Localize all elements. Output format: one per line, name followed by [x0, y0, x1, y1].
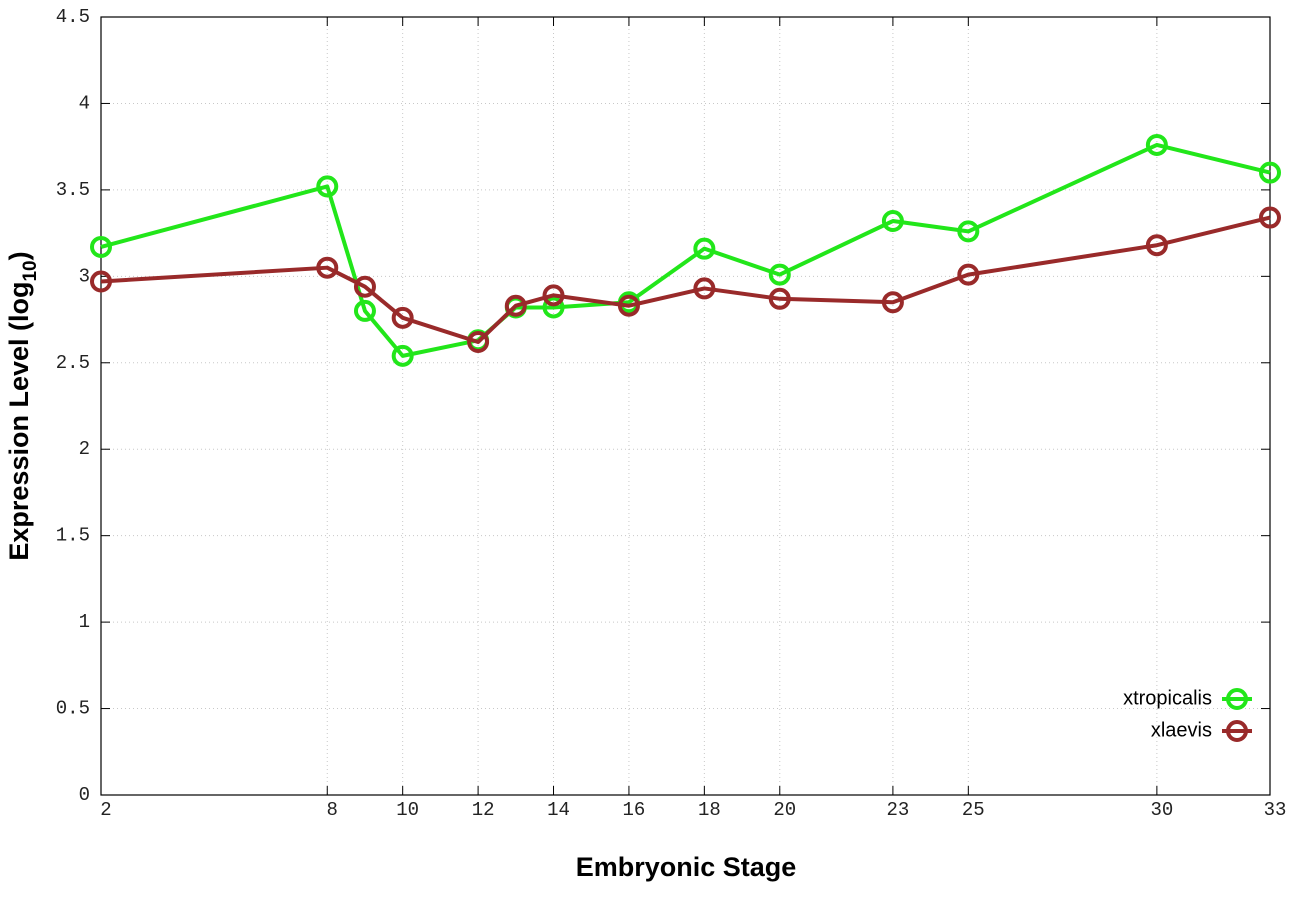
- data-point: [1259, 161, 1281, 184]
- data-point: [391, 344, 414, 367]
- x-tick-label: 30: [1150, 799, 1173, 821]
- x-tick-label: 33: [1264, 799, 1287, 821]
- data-point: [90, 235, 112, 258]
- data-point: [542, 284, 565, 307]
- data-point: [316, 175, 339, 198]
- y-tick-label: 1: [79, 611, 90, 633]
- y-axis-label: Expression Level (log10): [4, 251, 41, 560]
- legend-label: xlaevis: [1151, 719, 1212, 741]
- y-tick-label: 2.5: [56, 352, 90, 374]
- data-point: [542, 296, 565, 319]
- y-tick-label: 4.5: [56, 6, 90, 28]
- x-tick-label: 8: [327, 799, 338, 821]
- y-tick-label: 0: [79, 784, 90, 806]
- x-tick-label: 20: [773, 799, 796, 821]
- data-point: [957, 220, 980, 243]
- y-tick-label: 3.5: [56, 179, 90, 201]
- y-axis-label-subscript: 10: [20, 260, 41, 281]
- data-point: [768, 263, 791, 286]
- data-point: [353, 299, 376, 322]
- legend-marker: [1226, 720, 1248, 742]
- legend-label: xtropicalis: [1123, 687, 1212, 709]
- data-point: [693, 237, 716, 260]
- data-point: [316, 256, 339, 279]
- x-tick-label: 12: [472, 799, 495, 821]
- series-line: [100, 215, 1271, 345]
- data-point: [391, 306, 414, 329]
- x-tick-label: 16: [623, 799, 646, 821]
- data-point: [693, 277, 716, 300]
- y-axis-label-main: Expression Level (log: [4, 282, 34, 561]
- legend-marker: [1226, 688, 1248, 710]
- y-tick-label: 3: [79, 265, 90, 287]
- y-axis-label-close: ): [4, 251, 34, 260]
- data-point: [1145, 234, 1168, 257]
- x-tick-label: 2: [100, 799, 111, 821]
- data-point: [768, 287, 791, 310]
- data-point: [617, 294, 640, 317]
- y-tick-label: 0.5: [56, 698, 90, 720]
- series-line: [100, 142, 1271, 358]
- data-point: [90, 270, 112, 293]
- data-point: [1145, 133, 1168, 156]
- data-point: [881, 291, 904, 314]
- x-axis-label: Embryonic Stage: [576, 852, 797, 882]
- y-tick-label: 1.5: [56, 525, 90, 547]
- data-point: [957, 263, 980, 286]
- y-tick-label: 2: [79, 438, 90, 460]
- plot-frame: [100, 16, 1271, 796]
- x-tick-label: 10: [396, 799, 419, 821]
- data-point: [1259, 206, 1281, 229]
- data-point: [353, 275, 376, 298]
- data-point: [504, 294, 527, 317]
- data-point: [881, 210, 904, 233]
- x-tick-label: 25: [962, 799, 985, 821]
- x-tick-label: 18: [698, 799, 721, 821]
- y-tick-label: 4: [79, 92, 90, 114]
- x-tick-label: 14: [547, 799, 570, 821]
- data-point: [467, 331, 490, 354]
- x-tick-label: 23: [886, 799, 909, 821]
